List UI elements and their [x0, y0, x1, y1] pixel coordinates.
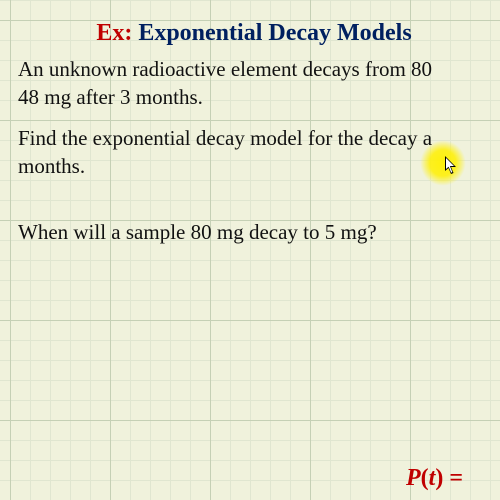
decay-formula: P(t) = [406, 465, 463, 492]
problem-statement-2: Find the exponential decay model for the… [18, 124, 490, 181]
formula-open-paren: ( [421, 465, 429, 491]
formula-close-eq: ) = [435, 465, 463, 491]
problem-statement-1: An unknown radioactive element decays fr… [18, 55, 490, 112]
slide-content: Ex: Exponential Decay Models An unknown … [0, 0, 500, 500]
problem-question: When will a sample 80 mg decay to 5 mg? [18, 218, 490, 246]
slide-title: Exponential Decay Models [138, 20, 411, 47]
example-label: Ex: [96, 20, 132, 47]
slide-heading: Ex: Exponential Decay Models [18, 20, 490, 47]
formula-P: P [406, 465, 421, 491]
